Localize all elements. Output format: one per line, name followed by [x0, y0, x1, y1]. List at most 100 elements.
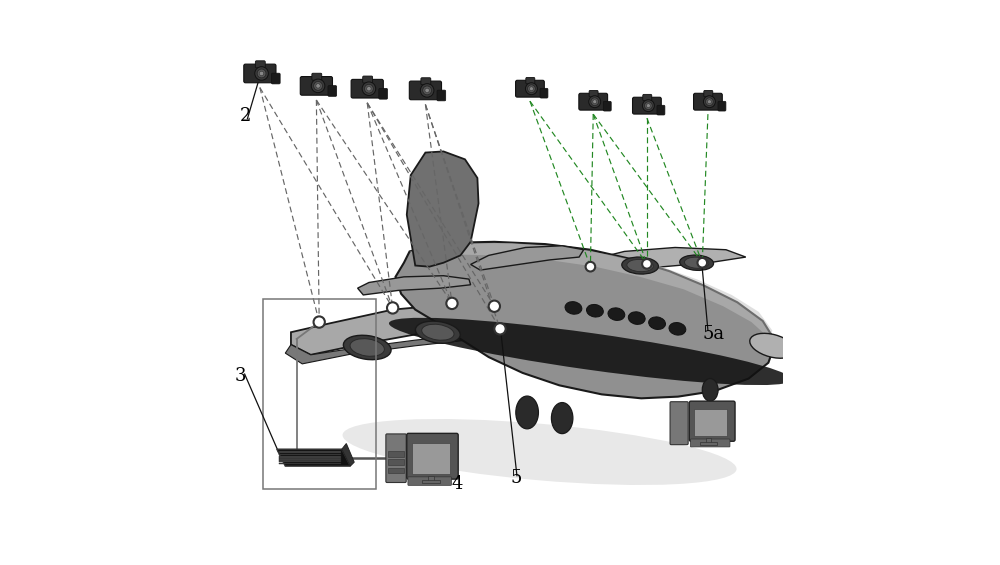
FancyBboxPatch shape	[704, 90, 713, 97]
Circle shape	[257, 69, 266, 78]
Circle shape	[362, 82, 376, 95]
FancyBboxPatch shape	[407, 433, 458, 479]
FancyBboxPatch shape	[689, 401, 735, 441]
Circle shape	[589, 95, 601, 108]
Bar	[694, 409, 727, 436]
Circle shape	[446, 298, 458, 309]
Text: 5a: 5a	[702, 325, 724, 343]
Ellipse shape	[343, 419, 737, 485]
FancyBboxPatch shape	[255, 61, 265, 68]
Ellipse shape	[343, 335, 391, 360]
Bar	[263, 299, 376, 489]
FancyBboxPatch shape	[421, 78, 431, 85]
Ellipse shape	[649, 317, 665, 329]
Text: 4: 4	[452, 475, 463, 493]
Text: 2: 2	[240, 107, 251, 125]
Bar	[388, 459, 404, 465]
Circle shape	[259, 71, 264, 76]
FancyBboxPatch shape	[633, 97, 661, 114]
Circle shape	[423, 86, 432, 95]
Bar	[388, 468, 404, 473]
Circle shape	[420, 84, 434, 97]
Ellipse shape	[680, 255, 714, 271]
FancyBboxPatch shape	[408, 477, 451, 485]
Circle shape	[591, 98, 599, 106]
FancyBboxPatch shape	[271, 73, 280, 84]
Polygon shape	[395, 242, 776, 398]
Circle shape	[311, 79, 325, 93]
Circle shape	[255, 67, 268, 80]
Polygon shape	[407, 151, 479, 267]
Circle shape	[703, 95, 715, 108]
Ellipse shape	[389, 318, 792, 385]
Polygon shape	[342, 444, 354, 466]
Circle shape	[642, 99, 654, 112]
Bar	[428, 476, 434, 481]
Ellipse shape	[551, 402, 573, 434]
Circle shape	[525, 82, 537, 95]
FancyBboxPatch shape	[379, 88, 388, 99]
FancyBboxPatch shape	[526, 77, 535, 84]
Polygon shape	[285, 329, 531, 364]
FancyBboxPatch shape	[386, 434, 406, 483]
FancyBboxPatch shape	[589, 90, 598, 97]
FancyBboxPatch shape	[312, 73, 322, 80]
Ellipse shape	[628, 312, 645, 324]
Polygon shape	[279, 458, 341, 460]
FancyBboxPatch shape	[363, 76, 373, 83]
Ellipse shape	[350, 338, 384, 357]
FancyBboxPatch shape	[351, 79, 383, 98]
Circle shape	[316, 84, 320, 88]
FancyBboxPatch shape	[516, 80, 544, 97]
Bar	[412, 443, 450, 474]
Ellipse shape	[608, 308, 625, 320]
Circle shape	[489, 301, 500, 312]
Polygon shape	[358, 276, 471, 295]
Ellipse shape	[627, 259, 653, 272]
Circle shape	[529, 87, 533, 90]
FancyBboxPatch shape	[244, 64, 276, 82]
Bar	[422, 480, 440, 483]
Circle shape	[642, 259, 652, 268]
FancyBboxPatch shape	[657, 105, 665, 115]
Circle shape	[365, 84, 373, 93]
Bar	[700, 442, 717, 445]
Ellipse shape	[415, 321, 460, 344]
Text: 5: 5	[510, 469, 522, 487]
FancyBboxPatch shape	[409, 81, 442, 99]
Ellipse shape	[702, 379, 718, 401]
FancyBboxPatch shape	[643, 94, 652, 101]
Polygon shape	[279, 456, 341, 458]
Bar	[706, 438, 711, 444]
Ellipse shape	[684, 257, 709, 268]
FancyBboxPatch shape	[437, 90, 446, 101]
Ellipse shape	[622, 257, 658, 274]
Circle shape	[697, 258, 707, 267]
Polygon shape	[279, 463, 341, 464]
Circle shape	[646, 104, 650, 107]
Text: 3: 3	[234, 367, 246, 385]
Circle shape	[586, 262, 595, 272]
FancyBboxPatch shape	[300, 76, 332, 95]
Polygon shape	[471, 246, 584, 270]
FancyBboxPatch shape	[694, 93, 722, 110]
Circle shape	[387, 302, 398, 314]
Ellipse shape	[587, 305, 603, 317]
FancyBboxPatch shape	[718, 101, 726, 111]
Circle shape	[314, 81, 322, 90]
Polygon shape	[279, 454, 341, 455]
Polygon shape	[291, 304, 540, 355]
Polygon shape	[410, 243, 772, 339]
Ellipse shape	[422, 324, 454, 340]
Bar	[388, 451, 404, 457]
Ellipse shape	[565, 302, 582, 314]
FancyBboxPatch shape	[579, 93, 608, 110]
FancyBboxPatch shape	[670, 402, 688, 445]
FancyBboxPatch shape	[603, 101, 611, 111]
Circle shape	[593, 100, 597, 103]
Polygon shape	[277, 449, 350, 466]
FancyBboxPatch shape	[328, 85, 337, 96]
Polygon shape	[542, 247, 746, 287]
Ellipse shape	[750, 333, 795, 358]
Circle shape	[367, 86, 371, 91]
